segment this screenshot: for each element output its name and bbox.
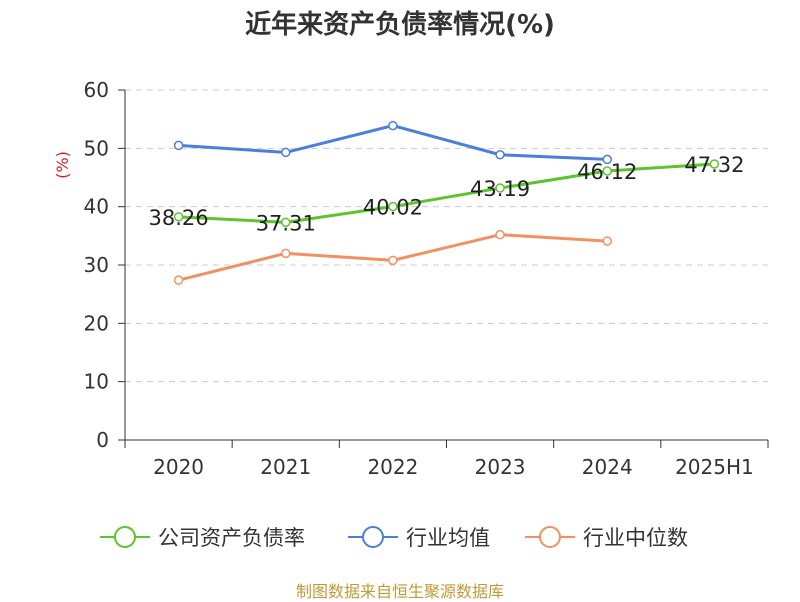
data-label: 37.31 bbox=[256, 211, 316, 235]
y-tick-label: 50 bbox=[84, 136, 109, 160]
x-tick-label: 2021 bbox=[260, 455, 311, 479]
data-point bbox=[602, 166, 612, 176]
data-point bbox=[495, 183, 505, 193]
y-tick-label: 60 bbox=[84, 78, 109, 102]
legend-marker bbox=[114, 526, 136, 548]
data-point bbox=[173, 275, 184, 285]
y-axis-label: (%) bbox=[53, 151, 72, 179]
chart-title: 近年来资产负债率情况(%) bbox=[245, 10, 555, 40]
x-tick-label: 2025H1 bbox=[675, 455, 754, 479]
legend-marker bbox=[362, 526, 384, 548]
legend: 公司资产负债率 行业均值 行业中位数 bbox=[100, 526, 688, 550]
series-line bbox=[178, 124, 608, 161]
data-label: 43.19 bbox=[470, 177, 530, 201]
y-tick-label: 20 bbox=[84, 311, 109, 335]
data-label: 47.32 bbox=[684, 153, 744, 177]
x-tick-label: 2023 bbox=[475, 455, 526, 479]
data-label: 38.26 bbox=[149, 206, 209, 230]
data-point bbox=[709, 159, 720, 169]
x-tick-label: 2020 bbox=[153, 455, 204, 479]
data-label: 40.02 bbox=[363, 196, 423, 220]
data-point bbox=[281, 248, 291, 259]
x-tick-label: 2022 bbox=[367, 455, 418, 479]
data-labels: 38.26 37.31 40.02 43.19 46.12 47.32 bbox=[149, 153, 745, 235]
y-tick-label: 10 bbox=[84, 370, 109, 394]
data-label: 46.12 bbox=[577, 160, 637, 184]
grid-lines bbox=[125, 89, 768, 383]
legend-marker bbox=[539, 526, 561, 548]
data-point bbox=[281, 217, 291, 228]
y-tick-label: 0 bbox=[96, 428, 109, 452]
legend-label: 行业均值 bbox=[406, 526, 490, 550]
data-point bbox=[388, 255, 398, 266]
data-point bbox=[388, 201, 398, 212]
series-lines bbox=[173, 120, 720, 285]
y-tick-label: 30 bbox=[84, 253, 109, 277]
data-point bbox=[388, 120, 398, 131]
y-tick-label: 40 bbox=[84, 195, 109, 219]
data-point bbox=[602, 236, 612, 246]
data-point bbox=[173, 140, 184, 151]
legend-label: 公司资产负债率 bbox=[158, 526, 305, 550]
data-point bbox=[495, 150, 505, 160]
data-point bbox=[495, 229, 505, 240]
legend-label: 行业中位数 bbox=[583, 526, 688, 550]
x-tick-label: 2024 bbox=[582, 455, 633, 479]
data-point bbox=[602, 154, 612, 165]
series-line bbox=[178, 162, 715, 224]
data-point bbox=[173, 212, 184, 222]
axes: 0 10 20 30 40 50 60 2020 2021 2022 2023 2024 2025H1 (… bbox=[53, 78, 769, 479]
source-note: 制图数据来自恒生聚源数据库 bbox=[295, 582, 504, 601]
data-point bbox=[281, 147, 291, 158]
